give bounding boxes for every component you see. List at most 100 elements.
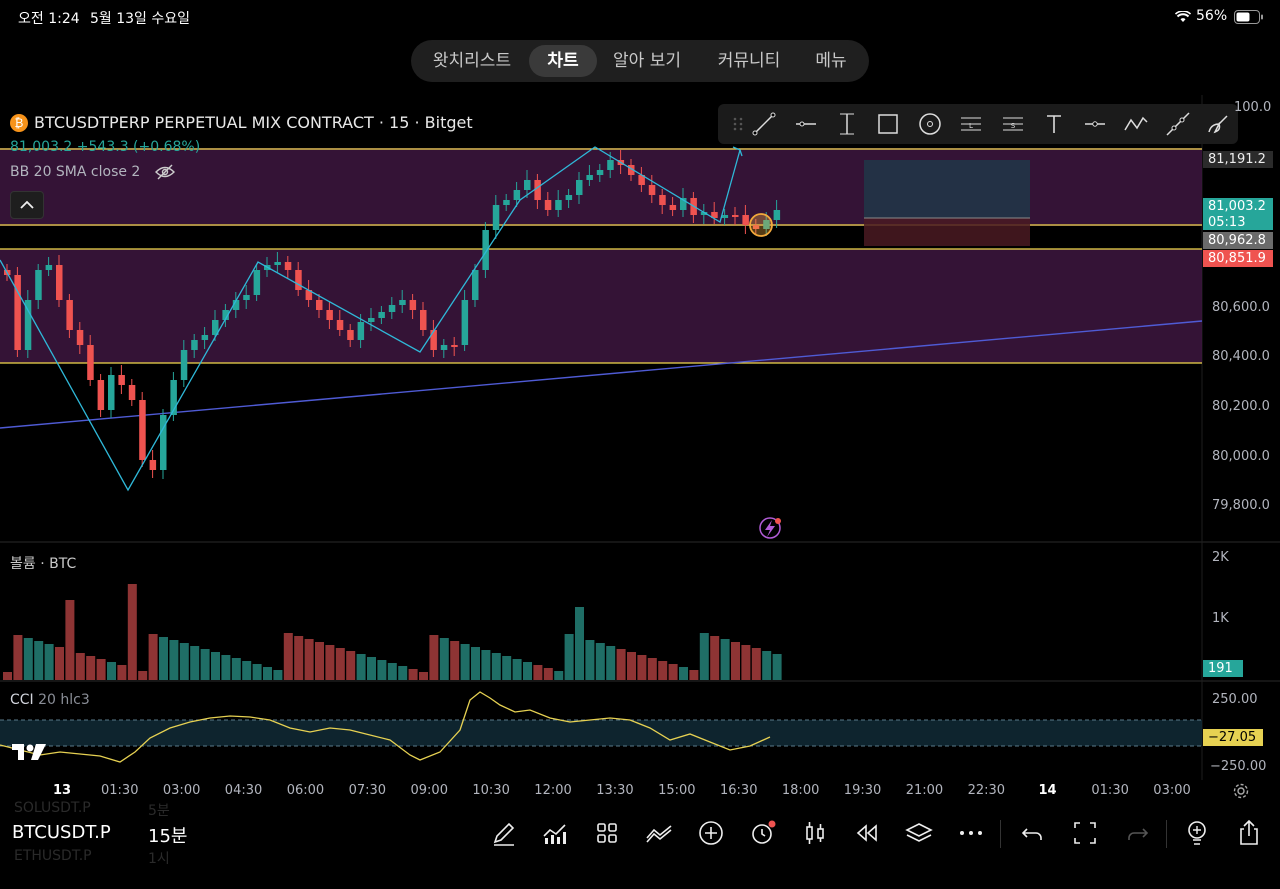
- candle-body: [680, 198, 687, 210]
- candle-body: [201, 335, 209, 340]
- volume-bar: [325, 645, 335, 680]
- candle-body: [524, 180, 531, 190]
- candle-body: [14, 275, 21, 350]
- tab-explore[interactable]: 알아 보기: [613, 51, 681, 71]
- volume-bar: [637, 655, 647, 680]
- layers-icon[interactable]: [904, 816, 934, 850]
- tab-community[interactable]: 커뮤니티: [717, 51, 781, 71]
- short-position-tool-icon[interactable]: S: [999, 110, 1027, 138]
- candle-body: [399, 300, 406, 305]
- extended-line-tool-icon[interactable]: [1164, 110, 1192, 138]
- candle-body: [232, 300, 240, 310]
- candle-body: [87, 345, 94, 380]
- pen-draw-icon[interactable]: [489, 816, 519, 850]
- cci-axis-tick: −250.00: [1210, 759, 1267, 774]
- indicator-label[interactable]: BB 20 SMA close 2: [10, 164, 141, 180]
- cci-line: [0, 691, 771, 763]
- tab-menu[interactable]: 메뉴: [815, 51, 847, 71]
- volume-bar: [55, 647, 64, 680]
- volume-bar: [346, 651, 356, 680]
- more-icon[interactable]: [956, 816, 986, 850]
- redo-icon[interactable]: [1122, 816, 1152, 850]
- wifi-icon: [1175, 11, 1191, 23]
- candle-body: [316, 300, 323, 310]
- ellipse-tool-icon[interactable]: [916, 110, 944, 138]
- tab-chart[interactable]: 차트: [529, 45, 597, 77]
- brush-tool-icon[interactable]: [1205, 110, 1233, 138]
- symbol-title[interactable]: BTCUSDTPERP PERPETUAL MIX CONTRACT · 15 …: [34, 113, 473, 132]
- symbol-selector[interactable]: BTCUSDT.P: [12, 822, 111, 843]
- volume-label[interactable]: 볼륨 · BTC: [10, 556, 77, 572]
- volume-bar: [491, 653, 501, 680]
- cci-label[interactable]: CCI 20 hlc3: [10, 692, 90, 708]
- volume-bar: [419, 672, 428, 680]
- add-icon[interactable]: [696, 816, 726, 850]
- text-tool-icon[interactable]: [1040, 110, 1068, 138]
- ghost-interval-bottom: 1시: [148, 851, 170, 867]
- volume-bar: [616, 649, 626, 680]
- indicators-icon[interactable]: [540, 816, 570, 850]
- candle-body: [253, 270, 261, 295]
- trendline: [0, 320, 1203, 429]
- collapse-legend-button[interactable]: [10, 191, 44, 219]
- long-position-stop: [864, 218, 1030, 246]
- candle-body: [118, 375, 125, 385]
- candle-body: [191, 340, 198, 350]
- candle-body: [284, 262, 292, 270]
- volume-bar: [679, 667, 688, 680]
- candle-body: [139, 400, 146, 460]
- volume-bar: [512, 659, 522, 680]
- compare-icon[interactable]: [644, 816, 674, 850]
- replay-icon[interactable]: [852, 816, 882, 850]
- mid-level-tag: 80,962.8: [1203, 232, 1273, 249]
- axis-settings-icon[interactable]: [1232, 782, 1250, 800]
- candle-body: [721, 215, 729, 218]
- long-position-tool-icon[interactable]: L: [957, 110, 985, 138]
- time-axis-tick: 09:00: [410, 783, 448, 798]
- tradingview-logo-icon: [12, 740, 46, 762]
- volume-bar: [273, 670, 283, 680]
- fullscreen-icon[interactable]: [1070, 816, 1100, 850]
- drag-handle-icon[interactable]: [724, 110, 752, 138]
- time-axis-tick: 15:00: [658, 783, 696, 798]
- undo-icon[interactable]: [1018, 816, 1048, 850]
- vertical-line-tool-icon[interactable]: [833, 110, 861, 138]
- volume-bar: [387, 663, 397, 680]
- candle-body: [97, 380, 105, 410]
- volume-bar: [200, 649, 210, 680]
- candle-type-icon[interactable]: [800, 816, 830, 850]
- candle-body: [222, 310, 229, 320]
- price-label-tool-icon[interactable]: [1081, 110, 1109, 138]
- candle-body: [180, 350, 188, 380]
- volume-bar: [75, 653, 85, 680]
- candle-body: [409, 300, 417, 310]
- svg-text:S: S: [1011, 122, 1016, 130]
- candle-body: [336, 320, 344, 330]
- tab-watchlist[interactable]: 왓치리스트: [432, 51, 512, 71]
- eye-hidden-icon[interactable]: [154, 164, 176, 180]
- price-axis-tick: 80,000.0: [1212, 449, 1270, 464]
- ideas-bulb-icon[interactable]: [1182, 816, 1212, 850]
- share-icon[interactable]: [1234, 816, 1264, 850]
- candle-body: [669, 205, 677, 210]
- volume-bar: [731, 642, 740, 680]
- candle-body: [773, 210, 781, 220]
- alert-clock-icon[interactable]: [748, 816, 778, 850]
- trend-line-tool-icon[interactable]: [750, 110, 778, 138]
- volume-bar: [502, 656, 512, 680]
- interval-selector[interactable]: 15분: [148, 826, 188, 847]
- candle-body: [711, 212, 718, 218]
- candle-body: [347, 330, 354, 340]
- volume-bar: [335, 648, 345, 680]
- candle-body: [357, 322, 365, 340]
- path-tool-icon[interactable]: [1122, 110, 1150, 138]
- layout-grid-icon[interactable]: [592, 816, 622, 850]
- horizontal-ray-tool-icon[interactable]: [792, 110, 820, 138]
- svg-text:L: L: [969, 122, 973, 130]
- volume-bar: [231, 658, 241, 680]
- candle-body: [700, 212, 708, 215]
- rectangle-tool-icon[interactable]: [874, 110, 902, 138]
- volume-bar: [242, 661, 252, 680]
- drawing-toolbar: L S: [718, 104, 1238, 144]
